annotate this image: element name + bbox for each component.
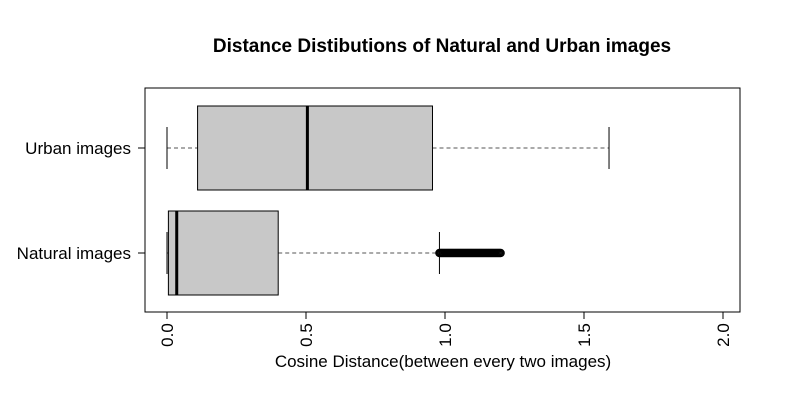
outlier-point — [496, 248, 505, 258]
y-tick-label: Natural images — [17, 244, 131, 263]
x-tick-label: 1.0 — [436, 323, 455, 347]
x-tick-label: 1.5 — [575, 323, 594, 347]
x-axis: 0.0 0.5 1.0 1.5 2.0 — [158, 311, 733, 347]
x-tick-label: 0.5 — [297, 323, 316, 347]
chart-title: Distance Distibutions of Natural and Urb… — [213, 36, 671, 57]
box-group-natural-images — [166, 210, 505, 296]
box-urban-images — [197, 105, 433, 191]
y-axis: Natural images Urban images — [17, 139, 145, 263]
box-group-urban-images — [166, 105, 610, 191]
outliers-natural-images — [435, 248, 505, 258]
x-tick-label: 2.0 — [714, 323, 733, 347]
box-natural-images — [167, 210, 279, 296]
boxes-layer — [166, 105, 610, 296]
y-tick-label: Urban images — [25, 139, 131, 158]
x-tick-label: 0.0 — [158, 323, 177, 347]
x-axis-label: Cosine Distance(between every two images… — [275, 352, 611, 371]
